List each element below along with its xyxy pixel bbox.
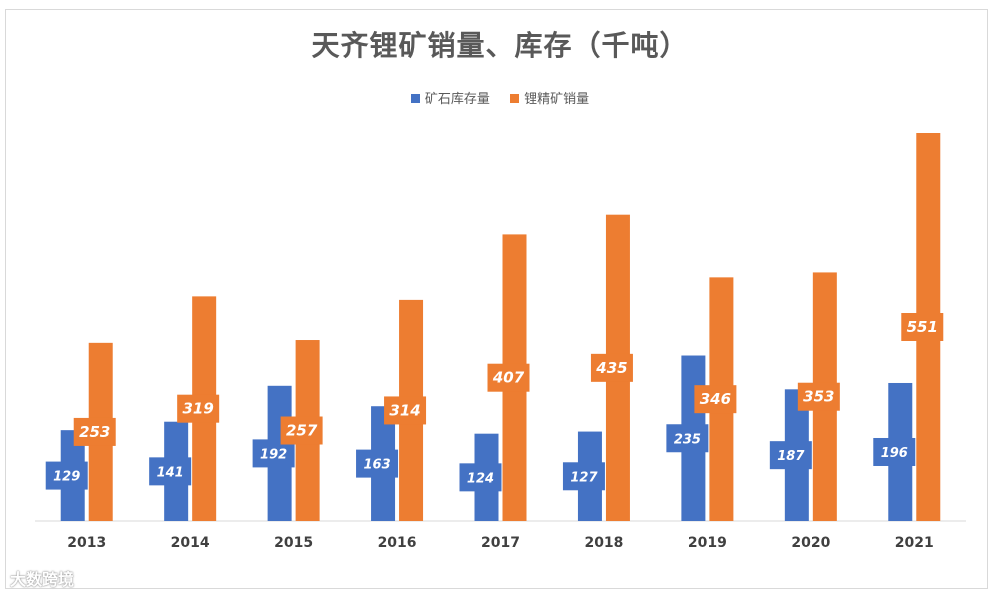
data-label-sales-2018: 435 <box>595 359 627 377</box>
chart-frame <box>5 9 988 589</box>
data-label-sales-2016: 314 <box>389 401 420 419</box>
legend-item-inventory: 矿石库存量 <box>410 88 490 107</box>
data-label-inventory-2017: 124 <box>467 471 494 486</box>
legend-label-sales: 锂精矿销量 <box>524 92 590 107</box>
x-tick-label-2015: 2015 <box>274 535 313 551</box>
data-label-sales-2020: 353 <box>803 388 834 406</box>
data-label-box-sales-2020 <box>797 382 840 411</box>
data-label-box-sales-2015 <box>280 416 323 445</box>
x-tick-label-2019: 2019 <box>688 535 727 551</box>
x-tick-label-2018: 2018 <box>584 535 623 551</box>
data-label-box-inventory-2013 <box>45 461 88 490</box>
data-label-sales-2017: 407 <box>492 369 525 387</box>
data-label-inventory-2019: 235 <box>674 432 701 447</box>
legend-swatch-inventory <box>410 94 420 103</box>
data-label-box-sales-2014 <box>177 394 220 423</box>
data-label-box-sales-2021 <box>901 313 944 341</box>
x-tick-label-2016: 2016 <box>378 535 417 551</box>
data-label-box-inventory-2019 <box>666 424 709 453</box>
data-label-inventory-2015: 192 <box>260 447 287 462</box>
data-label-box-inventory-2014 <box>149 457 192 486</box>
data-label-box-sales-2016 <box>384 396 427 425</box>
legend-swatch-sales <box>510 94 520 103</box>
data-label-box-sales-2017 <box>487 363 530 392</box>
legend: 矿石库存量 锂精矿销量 <box>0 88 1000 107</box>
data-label-sales-2015: 257 <box>286 422 318 440</box>
legend-item-sales: 锂精矿销量 <box>510 88 589 107</box>
data-label-sales-2019: 346 <box>700 390 731 408</box>
x-tick-label-2020: 2020 <box>791 535 830 551</box>
data-label-box-sales-2018 <box>590 353 633 382</box>
data-label-inventory-2013: 129 <box>53 470 80 485</box>
watermark-logo: 大数跨境 <box>10 570 75 589</box>
data-label-box-inventory-2018 <box>562 462 605 491</box>
x-tick-label-2013: 2013 <box>67 535 106 551</box>
data-label-inventory-2020: 187 <box>777 449 805 464</box>
data-label-box-inventory-2021 <box>873 437 916 466</box>
chart-title: 天齐锂矿销量、库存（千吨） <box>311 29 689 62</box>
data-label-sales-2014: 319 <box>183 400 214 418</box>
data-label-box-inventory-2017 <box>459 463 502 492</box>
data-label-box-inventory-2020 <box>769 441 812 470</box>
data-label-box-inventory-2016 <box>356 449 399 478</box>
data-label-box-sales-2019 <box>694 385 737 414</box>
legend-label-inventory: 矿石库存量 <box>424 92 490 107</box>
data-label-inventory-2016: 163 <box>363 458 390 473</box>
data-label-inventory-2014: 141 <box>157 465 184 480</box>
data-label-sales-2021: 551 <box>907 318 938 336</box>
x-tick-label-2017: 2017 <box>481 535 520 551</box>
data-label-sales-2013: 253 <box>79 423 110 441</box>
data-label-box-sales-2013 <box>73 417 116 446</box>
x-tick-label-2021: 2021 <box>895 535 934 551</box>
data-label-inventory-2021: 196 <box>881 446 908 461</box>
x-tick-label-2014: 2014 <box>171 535 210 551</box>
data-label-inventory-2018: 127 <box>570 470 598 485</box>
